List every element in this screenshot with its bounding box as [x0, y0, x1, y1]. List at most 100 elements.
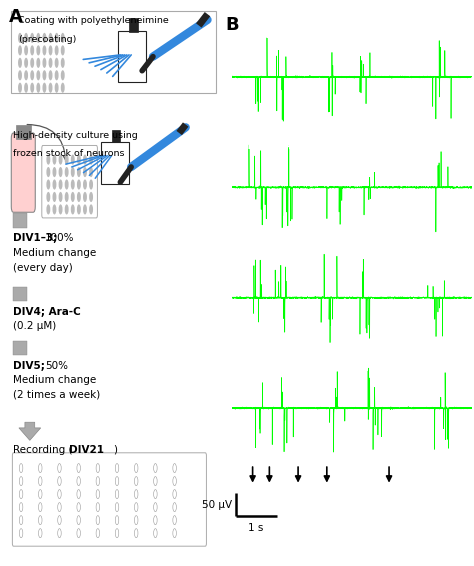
Text: Channel #2: Channel #2 — [236, 140, 303, 151]
Circle shape — [83, 192, 87, 202]
Circle shape — [48, 33, 53, 43]
Circle shape — [59, 192, 63, 202]
Circle shape — [77, 155, 81, 165]
FancyBboxPatch shape — [16, 125, 31, 139]
Circle shape — [53, 155, 56, 165]
Circle shape — [36, 70, 40, 80]
Circle shape — [61, 45, 64, 55]
Circle shape — [64, 155, 69, 165]
Circle shape — [53, 167, 56, 177]
FancyBboxPatch shape — [111, 130, 120, 142]
Circle shape — [53, 204, 56, 215]
FancyBboxPatch shape — [11, 133, 35, 212]
Circle shape — [89, 192, 93, 202]
Circle shape — [48, 58, 53, 68]
Circle shape — [71, 155, 75, 165]
Circle shape — [46, 192, 50, 202]
Text: ): ) — [113, 445, 118, 455]
Circle shape — [43, 45, 46, 55]
Circle shape — [48, 70, 53, 80]
Circle shape — [59, 204, 63, 215]
Text: DIV5;: DIV5; — [13, 361, 46, 371]
Circle shape — [59, 155, 63, 165]
Circle shape — [71, 179, 75, 190]
Circle shape — [55, 83, 59, 93]
Circle shape — [53, 179, 56, 190]
Circle shape — [61, 33, 64, 43]
FancyBboxPatch shape — [11, 11, 216, 93]
FancyBboxPatch shape — [12, 453, 207, 546]
FancyBboxPatch shape — [13, 341, 27, 355]
Text: frozen stock of neurons: frozen stock of neurons — [13, 149, 125, 158]
Circle shape — [89, 167, 93, 177]
Text: Channel #1: Channel #1 — [236, 30, 303, 40]
Circle shape — [59, 167, 63, 177]
Circle shape — [30, 33, 34, 43]
Text: DIV1–3;: DIV1–3; — [13, 233, 58, 243]
Text: 100%: 100% — [45, 233, 74, 243]
Circle shape — [61, 58, 64, 68]
Text: DIV4; Ara-C: DIV4; Ara-C — [13, 307, 81, 317]
Circle shape — [53, 192, 56, 202]
Text: (every day): (every day) — [13, 263, 73, 273]
FancyBboxPatch shape — [13, 213, 27, 228]
Circle shape — [71, 167, 75, 177]
Circle shape — [55, 33, 59, 43]
Text: (precoating): (precoating) — [18, 35, 76, 44]
Circle shape — [18, 58, 22, 68]
Circle shape — [71, 204, 75, 215]
Circle shape — [30, 83, 34, 93]
FancyBboxPatch shape — [118, 31, 146, 82]
Circle shape — [24, 33, 28, 43]
FancyArrowPatch shape — [27, 125, 68, 160]
Circle shape — [46, 204, 50, 215]
Circle shape — [36, 45, 40, 55]
Circle shape — [43, 83, 46, 93]
Circle shape — [61, 70, 64, 80]
Circle shape — [43, 33, 46, 43]
Text: Recording (: Recording ( — [13, 445, 73, 455]
Circle shape — [36, 33, 40, 43]
Circle shape — [18, 83, 22, 93]
Text: Coating with polyethyleneimine: Coating with polyethyleneimine — [18, 16, 169, 25]
Circle shape — [30, 45, 34, 55]
Text: (2 times a week): (2 times a week) — [13, 390, 100, 400]
Text: DIV21: DIV21 — [69, 445, 104, 455]
Circle shape — [55, 45, 59, 55]
Circle shape — [46, 179, 50, 190]
Circle shape — [64, 179, 69, 190]
Circle shape — [24, 58, 28, 68]
Circle shape — [43, 58, 46, 68]
Circle shape — [18, 45, 22, 55]
Circle shape — [24, 70, 28, 80]
Circle shape — [83, 179, 87, 190]
Circle shape — [36, 83, 40, 93]
Circle shape — [83, 155, 87, 165]
Circle shape — [64, 192, 69, 202]
Circle shape — [48, 83, 53, 93]
Text: Medium change: Medium change — [13, 375, 97, 385]
FancyArrow shape — [19, 422, 41, 440]
Circle shape — [83, 167, 87, 177]
Circle shape — [77, 179, 81, 190]
Circle shape — [18, 33, 22, 43]
Circle shape — [64, 167, 69, 177]
Circle shape — [18, 70, 22, 80]
Text: A: A — [9, 8, 23, 27]
Circle shape — [83, 204, 87, 215]
Text: High-density culture using: High-density culture using — [13, 131, 138, 140]
Circle shape — [64, 204, 69, 215]
Circle shape — [77, 167, 81, 177]
Text: (0.2 μM): (0.2 μM) — [13, 321, 57, 332]
Text: B: B — [226, 16, 239, 35]
Circle shape — [77, 204, 81, 215]
Text: Medium change: Medium change — [13, 248, 97, 258]
FancyBboxPatch shape — [129, 18, 138, 32]
FancyBboxPatch shape — [13, 287, 27, 301]
Circle shape — [43, 70, 46, 80]
Circle shape — [55, 58, 59, 68]
Circle shape — [24, 83, 28, 93]
Circle shape — [24, 45, 28, 55]
Circle shape — [30, 70, 34, 80]
Circle shape — [59, 179, 63, 190]
